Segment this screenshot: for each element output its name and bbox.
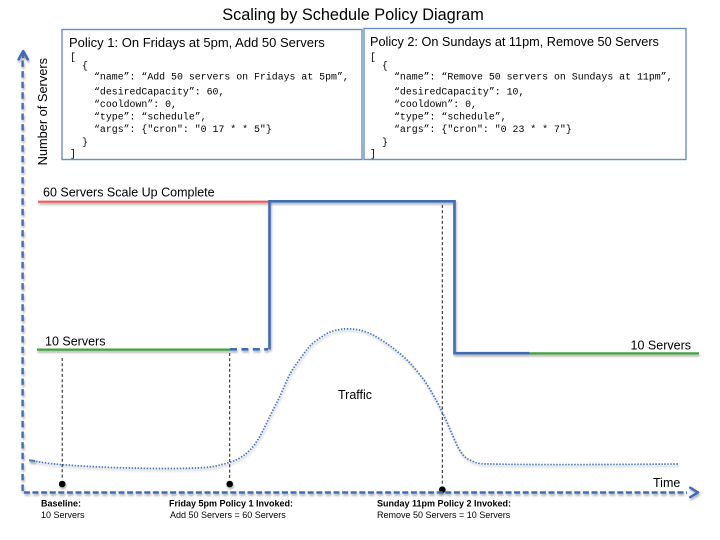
svg-text:Friday 5pm Policy 1 Invoked:: Friday 5pm Policy 1 Invoked:: [169, 499, 293, 509]
svg-text:“cooldown”: 0,: “cooldown”: 0,: [94, 99, 177, 110]
svg-text:“cooldown”: 0,: “cooldown”: 0,: [394, 99, 477, 110]
svg-text:“desiredCapacity”: 60,: “desiredCapacity”: 60,: [94, 87, 224, 98]
svg-text:]: ]: [70, 149, 76, 160]
svg-text:}: }: [82, 137, 88, 148]
svg-text:[: [: [70, 52, 76, 63]
svg-text:10 Servers: 10 Servers: [41, 510, 85, 520]
svg-text:“desiredCapacity”: 10,: “desiredCapacity”: 10,: [394, 87, 524, 98]
svg-text:Policy 1: On Fridays at 5pm, A: Policy 1: On Fridays at 5pm, Add 50 Serv…: [69, 35, 325, 50]
svg-text:“type”: “schedule”,: “type”: “schedule”,: [94, 112, 207, 123]
svg-text:“type”: “schedule”,: “type”: “schedule”,: [394, 112, 507, 123]
svg-text:“name”: “Remove 50 servers on: “name”: “Remove 50 servers on Sundays at…: [394, 72, 673, 83]
svg-text:10 Servers: 10 Servers: [631, 339, 691, 353]
svg-text:Number of Servers: Number of Servers: [35, 58, 50, 165]
svg-text:“name”: “Add 50 servers on Fri: “name”: “Add 50 servers on Fridays at 5p…: [94, 72, 349, 83]
svg-text:Policy 2: On Sundays at 11pm,: Policy 2: On Sundays at 11pm, Remove 50 …: [370, 35, 659, 49]
svg-text:{: {: [382, 61, 388, 72]
svg-text:]: ]: [370, 149, 376, 160]
svg-text:Traffic: Traffic: [338, 388, 372, 402]
svg-text:[: [: [370, 52, 376, 63]
svg-text:}: }: [382, 137, 388, 148]
svg-text:Baseline:: Baseline:: [41, 499, 81, 509]
svg-text:{: {: [82, 61, 88, 72]
svg-text:10 Servers: 10 Servers: [45, 335, 105, 349]
svg-text:Remove 50 Servers = 10 Servers: Remove 50 Servers = 10 Servers: [377, 510, 511, 520]
svg-text:60 Servers Scale Up Complete: 60 Servers Scale Up Complete: [43, 186, 215, 200]
svg-text:“args”: {"cron": "0 23 * * 7"}: “args”: {"cron": "0 23 * * 7"}: [394, 124, 572, 135]
svg-text:Add 50 Servers = 60 Servers: Add 50 Servers = 60 Servers: [170, 510, 286, 520]
svg-text:Scaling by Schedule Policy Dia: Scaling by Schedule Policy Diagram: [222, 6, 484, 24]
svg-text:“args”: {"cron": "0 17 * * 5"}: “args”: {"cron": "0 17 * * 5"}: [94, 124, 272, 135]
svg-text:Time: Time: [653, 476, 680, 490]
svg-text:Sunday 11pm Policy 2 Invoked:: Sunday 11pm Policy 2 Invoked:: [377, 499, 511, 509]
